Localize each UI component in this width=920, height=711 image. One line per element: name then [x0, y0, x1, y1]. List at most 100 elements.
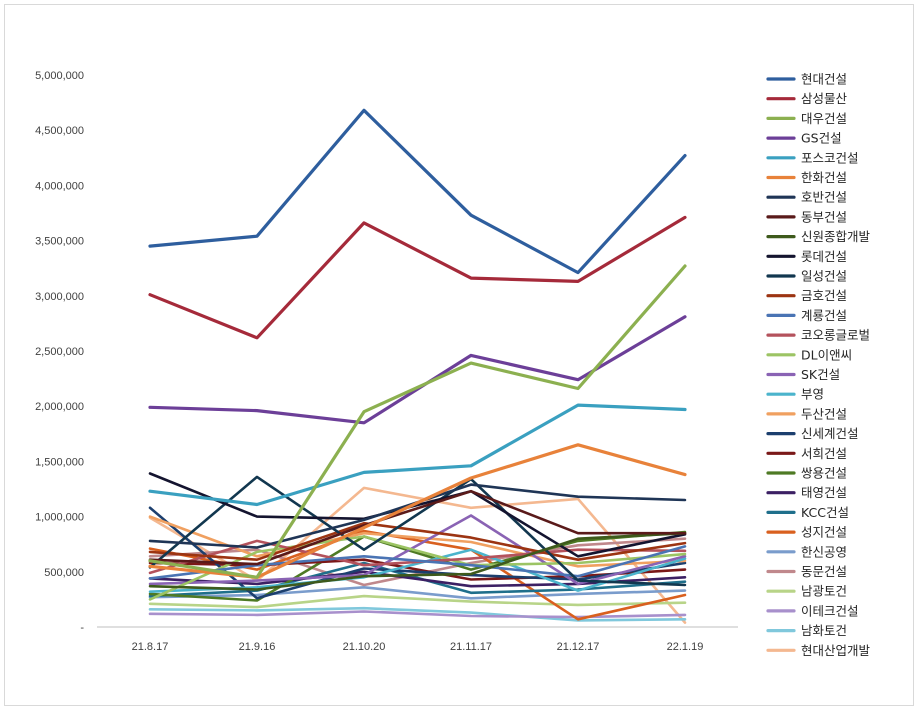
legend-item: 호반건설 — [766, 190, 847, 205]
series-line — [148, 606, 687, 622]
legend-label: 이테크건설 — [801, 603, 859, 618]
legend-item: 동부건설 — [766, 209, 847, 224]
legend-label: 현대건설 — [801, 72, 847, 87]
legend-item: 현대건설 — [766, 72, 847, 87]
x-tick-label: 22.1.19 — [667, 641, 704, 653]
x-tick-label: 21.8.17 — [132, 641, 169, 653]
legend-item: 계룡건설 — [766, 308, 847, 323]
legend-label: 남화토건 — [801, 623, 847, 638]
legend-label: 서희건설 — [801, 446, 847, 461]
series-line — [148, 108, 687, 275]
y-tick-label: 5,000,000 — [35, 70, 84, 82]
series-line — [148, 585, 687, 600]
legend-item: 남광토건 — [766, 584, 847, 599]
y-tick-label: 4,000,000 — [35, 180, 84, 192]
legend-item: 롯데건설 — [766, 249, 847, 264]
legend-label: 남광토건 — [801, 584, 847, 599]
y-tick-label: 1,000,000 — [35, 512, 84, 524]
legend-label: DL이앤씨 — [801, 347, 852, 362]
legend-label: 계룡건설 — [801, 308, 847, 323]
legend-item: 동문건설 — [766, 564, 847, 579]
legend-label: 태영건설 — [801, 485, 847, 500]
series-line — [148, 594, 687, 609]
legend-item: 신원종합개발 — [766, 229, 871, 244]
legend-item: 삼성물산 — [766, 91, 848, 106]
legend-label: 부영 — [801, 387, 824, 402]
legend-label: 포스코건설 — [801, 150, 859, 165]
legend-label: GS건설 — [801, 131, 842, 146]
series-line — [148, 545, 687, 580]
x-tick-label: 21.11.17 — [450, 641, 492, 653]
legend-item: 서희건설 — [766, 446, 847, 461]
legend-label: 대우건설 — [801, 111, 847, 126]
legend-item: 일성건설 — [766, 269, 847, 284]
y-tick-label: 3,000,000 — [35, 291, 84, 303]
series-line — [148, 472, 687, 558]
series-line — [148, 475, 687, 587]
legend-item: 부영 — [766, 387, 824, 402]
legend-item: 남화토건 — [766, 623, 847, 638]
legend-label: 신세계건설 — [801, 426, 859, 441]
y-tick-label: 3,500,000 — [35, 236, 84, 248]
y-tick-label: 500,000 — [44, 567, 84, 579]
x-tick-label: 21.9.16 — [239, 641, 276, 653]
legend-label: 동부건설 — [801, 209, 847, 224]
legend-item: 성지건설 — [766, 525, 847, 540]
y-axis: - 500,000 1,000,000 1,500,000 2,000,000 2,500… — [35, 70, 84, 634]
legend-label: KCC건설 — [801, 505, 849, 520]
x-tick-label: 21.12.17 — [557, 641, 600, 653]
legend-item: 두산건설 — [766, 406, 847, 421]
legend-item: 코오롱글로벌 — [766, 328, 870, 343]
y-tick-label: 2,000,000 — [35, 401, 84, 413]
legend-item: GS건설 — [766, 131, 842, 146]
series-line — [148, 215, 687, 340]
x-tick-label: 21.10.20 — [343, 641, 386, 653]
legend-item: DL이앤씨 — [766, 347, 852, 362]
legend-item: 포스코건설 — [766, 150, 859, 165]
legend-label: 한신공영 — [801, 544, 847, 559]
legend-label: 쌍용건설 — [801, 466, 847, 481]
series-line — [148, 514, 687, 586]
series-line — [148, 264, 687, 579]
legend-item: 쌍용건설 — [766, 466, 847, 481]
legend-item: 현대산업개발 — [766, 643, 871, 658]
legend-item: SK건설 — [766, 367, 840, 382]
legend-label: 현대산업개발 — [801, 643, 871, 658]
legend-label: 롯데건설 — [801, 249, 847, 264]
series-line — [148, 521, 687, 562]
series-line — [148, 489, 687, 566]
legend-item: 한신공영 — [766, 544, 847, 559]
legend-label: 한화건설 — [801, 170, 847, 185]
legend-label: 금호건설 — [801, 288, 847, 303]
series-line — [148, 530, 687, 602]
y-tick-label: - — [80, 622, 84, 634]
plot-area — [148, 108, 687, 624]
legend-label: 일성건설 — [801, 269, 847, 284]
series-line — [148, 515, 687, 568]
legend-label: 코오롱글로벌 — [801, 328, 870, 343]
series-line — [148, 610, 687, 619]
series-line — [148, 403, 687, 507]
legend-label: 성지건설 — [801, 525, 847, 540]
legend-item: 이테크건설 — [766, 603, 859, 618]
legend-label: 호반건설 — [801, 190, 847, 205]
series-line — [148, 486, 687, 624]
legend-item: KCC건설 — [766, 505, 849, 520]
legend-item: 신세계건설 — [766, 426, 859, 441]
legend-item: 금호건설 — [766, 288, 847, 303]
legend-item: 대우건설 — [766, 111, 847, 126]
legend-label: 삼성물산 — [801, 91, 848, 106]
series-line — [148, 506, 687, 600]
legend-item: 태영건설 — [766, 485, 847, 500]
legend-item: 한화건설 — [766, 170, 847, 185]
x-axis: 21.8.17 21.9.16 21.10.20 21.11.17 21.12.17 22… — [132, 641, 704, 653]
legend-label: 신원종합개발 — [801, 229, 871, 244]
series-line — [148, 531, 687, 591]
y-tick-label: 1,500,000 — [35, 456, 84, 468]
y-tick-label: 2,500,000 — [35, 346, 84, 358]
legend-label: SK건설 — [801, 367, 840, 382]
series-line — [148, 535, 687, 601]
series-line — [148, 558, 687, 581]
